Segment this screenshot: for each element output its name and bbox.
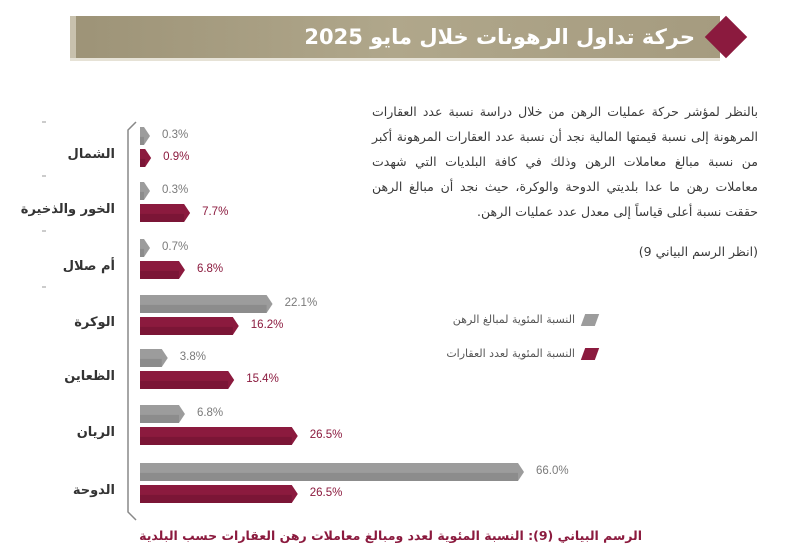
value-label-counts: 26.5%	[309, 429, 343, 441]
bar-counts	[140, 427, 298, 445]
bar-counts	[140, 317, 239, 335]
bar-shade	[140, 472, 518, 481]
value-label-counts: 0.9%	[163, 151, 190, 163]
bar-shade	[140, 326, 233, 335]
bar-shade	[140, 358, 162, 367]
value-label-counts: 15.4%	[246, 373, 279, 385]
bar-shade	[140, 191, 144, 200]
bar-counts	[140, 149, 152, 167]
bar-shade	[140, 304, 267, 313]
category-label: الظعاين	[64, 369, 115, 384]
bar-amounts	[140, 349, 168, 367]
category-label: الوكرة	[74, 315, 115, 330]
bar-counts	[140, 485, 298, 503]
chart-axis	[127, 121, 137, 521]
category-label: الريان	[76, 425, 115, 440]
value-label-amounts: 66.0%	[536, 465, 569, 477]
bar-shade	[140, 414, 179, 423]
bar-shade	[140, 136, 144, 145]
bar-shade	[140, 380, 229, 389]
bar-counts	[140, 371, 235, 389]
category-label: الشمال	[67, 147, 115, 162]
value-label-counts: 26.5%	[309, 487, 343, 499]
header-bar-edge	[70, 16, 76, 58]
bar-counts	[140, 204, 191, 222]
bar-shade	[140, 248, 145, 257]
value-label-amounts: 6.8%	[196, 407, 224, 419]
bar-shade	[140, 494, 292, 503]
bar-amounts	[140, 295, 273, 313]
bar-amounts	[140, 182, 150, 200]
value-label-amounts: 22.1%	[284, 297, 318, 309]
legend-label-counts: النسبة المئوية لعدد العقارات	[446, 347, 575, 360]
value-label-amounts: 3.8%	[179, 351, 206, 363]
bar-amounts	[140, 239, 151, 257]
page-title: حركة تداول الرهونات خلال مايو 2025	[304, 25, 695, 49]
category-label: الخور والذخيرة	[20, 202, 115, 217]
category-label: الدوحة	[72, 483, 115, 498]
bar-shade	[140, 436, 292, 445]
bar-shade	[140, 158, 146, 167]
bar-counts	[140, 261, 185, 279]
legend-label-amounts: النسبة المئوية لمبالغ الرهن	[452, 313, 575, 326]
bar-amounts	[140, 127, 150, 145]
header-bar	[70, 16, 720, 61]
chart-caption: الرسم البياني (9): النسبة المئوية لعدد و…	[139, 528, 642, 543]
value-label-amounts: 0.3%	[162, 184, 189, 196]
value-label-counts: 7.7%	[202, 206, 229, 218]
bar-amounts	[140, 463, 524, 481]
bar-shade	[140, 270, 179, 279]
category-label: أم صلال	[62, 259, 115, 274]
bar-shade	[140, 213, 185, 222]
value-label-amounts: 0.3%	[162, 129, 189, 141]
value-label-counts: 16.2%	[250, 319, 284, 331]
intro-paragraph: بالنظر لمؤشر حركة عمليات الرهن من خلال د…	[372, 104, 758, 219]
value-label-counts: 6.8%	[196, 263, 224, 275]
value-label-amounts: 0.7%	[162, 241, 189, 253]
chart-reference: (انظر الرسم البياني 9)	[638, 244, 758, 259]
bar-amounts	[140, 405, 185, 423]
